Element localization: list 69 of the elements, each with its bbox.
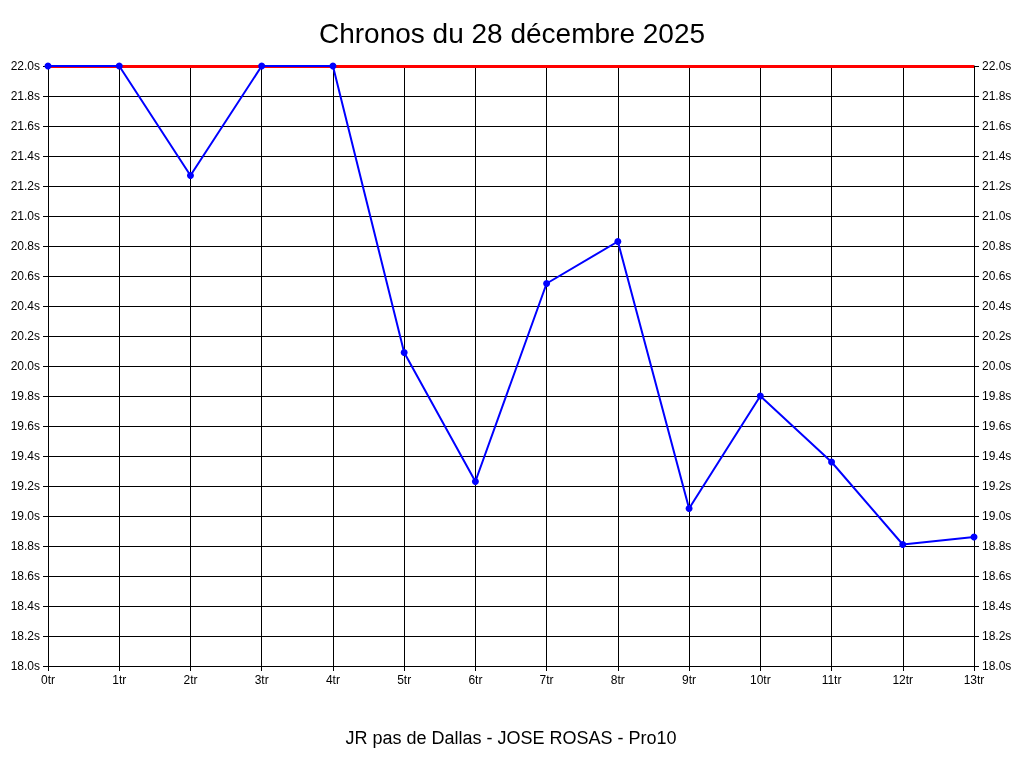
y-tick-label: 21.8s [10, 89, 40, 103]
y2-tick-label: 21.4s [982, 149, 1012, 163]
point [899, 541, 907, 548]
x-tick-label: 2tr [183, 673, 198, 687]
y-tick-label: 20.2s [10, 329, 40, 343]
point [186, 172, 194, 179]
y2-tick-label: 21.2s [982, 179, 1012, 193]
y2-tick-label: 19.0s [982, 509, 1012, 523]
x-axis-title: JR pas de Dallas - JOSE ROSAS - Pro10 [345, 728, 677, 748]
y2-tick-label: 18.8s [982, 539, 1012, 553]
y2-tick-label: 19.8s [982, 389, 1012, 403]
y2-tick-label: 20.8s [982, 239, 1012, 253]
x-tick-label: 7tr [539, 673, 554, 687]
x-tick-label: 3tr [254, 673, 269, 687]
y2-tick-label: 21.8s [982, 89, 1012, 103]
y-tick-label: 18.0s [10, 659, 40, 673]
point [828, 458, 836, 466]
y2-tick-label: 19.2s [982, 479, 1012, 493]
y2-tick-label: 20.4s [982, 299, 1012, 313]
x-tick-label: 5tr [397, 673, 412, 687]
y2-tick-label: 22.0s [982, 59, 1012, 73]
point [614, 238, 622, 245]
y-tick-label: 18.2s [10, 629, 40, 643]
x-tick-label: 1tr [112, 673, 127, 687]
y2-tick-label: 21.6s [982, 119, 1012, 133]
y-tick-label: 21.6s [10, 119, 40, 133]
y-tick-label: 21.4s [10, 149, 40, 163]
y2-tick-label: 18.2s [982, 629, 1012, 643]
y2-tick-label: 20.6s [982, 269, 1012, 283]
y-tick-label: 19.6s [10, 419, 40, 433]
chart-title: Chronos du 28 décembre 2025 [318, 17, 706, 49]
y-tick-label: 19.8s [10, 389, 40, 403]
y-tick-label: 20.4s [10, 299, 40, 313]
point [471, 478, 479, 485]
point [258, 62, 266, 70]
x-tick-label: 8tr [610, 673, 625, 687]
y-tick-label: 18.4s [10, 599, 40, 613]
x-tick-label: 9tr [682, 673, 697, 687]
y2-tick-label: 18.6s [982, 569, 1012, 583]
y-tick-label: 20.8s [10, 239, 40, 253]
y-tick-label: 18.6s [10, 569, 40, 583]
y-tick-label: 19.0s [10, 509, 40, 523]
y2-tick-label: 19.4s [982, 449, 1012, 463]
y-tick-label: 21.2s [10, 179, 40, 193]
y-tick-label: 19.4s [10, 449, 40, 463]
y2-tick-label: 21.0s [982, 209, 1012, 223]
y-tick-label: 22.0s [10, 59, 40, 73]
point [543, 280, 551, 287]
y2-tick-label: 20.0s [982, 359, 1012, 373]
point [400, 349, 408, 356]
y2-tick-label: 20.2s [982, 329, 1012, 343]
y-tick-label: 20.6s [10, 269, 40, 283]
y-tick-label: 21.0s [10, 209, 40, 223]
point [115, 62, 123, 70]
y2-tick-label: 19.6s [982, 419, 1012, 433]
x-tick-label: 6tr [468, 673, 483, 687]
point [756, 392, 764, 400]
y2-tick-label: 18.0s [982, 659, 1012, 673]
y-tick-label: 18.8s [10, 539, 40, 553]
x-tick-label: 11tr [821, 673, 842, 687]
y-tick-label: 19.2s [10, 479, 40, 493]
x-tick-label: 12tr [892, 673, 914, 687]
x-tick-label: 0tr [40, 673, 56, 687]
y2-tick-label: 18.4s [982, 599, 1012, 613]
x-tick-label: 4tr [325, 673, 340, 687]
x-tick-label: 13tr [963, 673, 985, 687]
y-tick-label: 20.0s [10, 359, 40, 373]
point [685, 505, 693, 512]
x-tick-label: 10tr [749, 673, 771, 687]
